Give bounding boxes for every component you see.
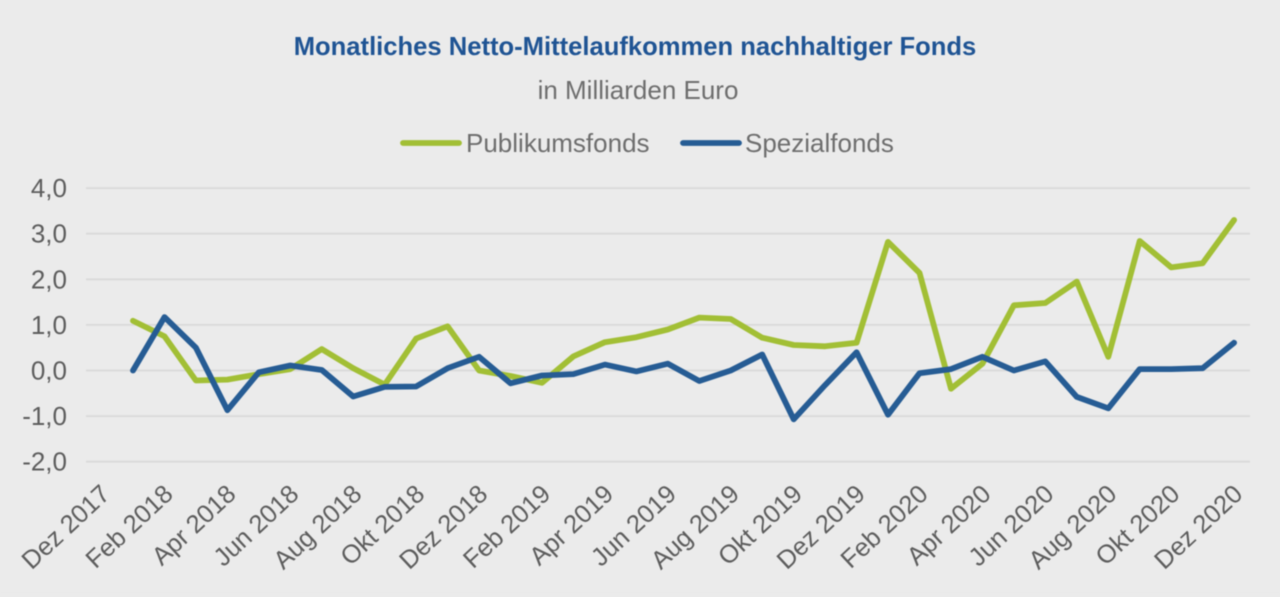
svg-text:2,0: 2,0 [31,264,67,294]
svg-text:4,0: 4,0 [31,173,67,203]
svg-text:1,0: 1,0 [31,310,67,340]
svg-text:-2,0: -2,0 [22,447,67,477]
svg-text:Spezialfonds: Spezialfonds [745,128,894,158]
svg-text:3,0: 3,0 [31,219,67,249]
svg-text:-1,0: -1,0 [22,401,67,431]
svg-text:Publikumsfonds: Publikumsfonds [466,128,650,158]
svg-text:0,0: 0,0 [31,356,67,386]
svg-text:in Milliarden Euro: in Milliarden Euro [538,75,739,105]
svg-text:Monatliches Netto-Mittelaufkom: Monatliches Netto-Mittelaufkommen nachha… [294,33,977,61]
